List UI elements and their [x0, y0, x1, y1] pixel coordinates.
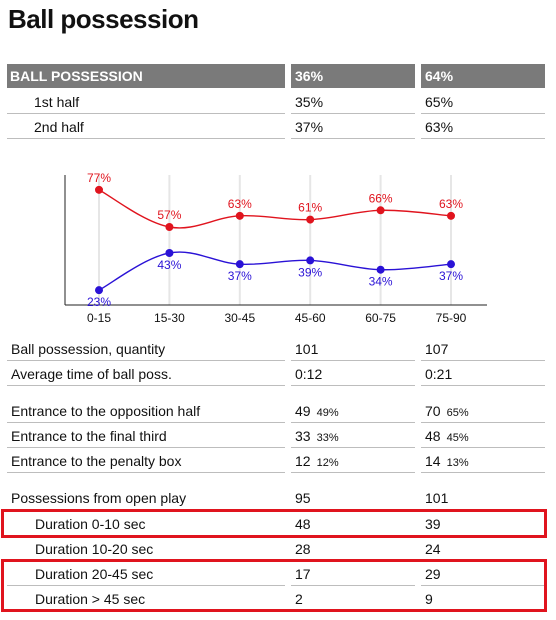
- team1-value: 101: [291, 337, 415, 361]
- x-tick-label: 45-60: [295, 311, 326, 325]
- row-label: Possessions from open play: [7, 486, 285, 510]
- team2-value: 29: [421, 562, 545, 586]
- data-label: 43%: [157, 258, 181, 272]
- percent: 33%: [316, 432, 339, 444]
- header-label: BALL POSSESSION: [7, 64, 285, 88]
- percent: 49%: [316, 407, 339, 419]
- team1-value: 95: [291, 486, 415, 510]
- percent: 13%: [446, 457, 469, 469]
- percent: 65%: [446, 407, 469, 419]
- row-label: Duration 20-45 sec: [7, 562, 285, 586]
- data-point: [306, 256, 315, 265]
- header-team1: 36%: [291, 64, 415, 88]
- team1-value: 17: [291, 562, 415, 586]
- table-row: Entrance to the final third 33 33% 48 45%: [0, 424, 556, 448]
- table-row: 1st half 35% 65%: [0, 90, 556, 114]
- series-line: [98, 251, 452, 291]
- data-label: 77%: [87, 171, 111, 185]
- row-label: 1st half: [7, 90, 285, 114]
- table-row: Entrance to the opposition half 49 49% 70…: [0, 399, 556, 423]
- team1-value: 37%: [291, 115, 415, 139]
- data-label: 37%: [439, 269, 463, 283]
- table-row: Entrance to the penalty box 12 12% 14 13%: [0, 449, 556, 473]
- team2-value: 65%: [421, 90, 545, 114]
- count: 33: [295, 428, 311, 444]
- series-line: [98, 189, 452, 229]
- data-label: 66%: [369, 191, 393, 205]
- row-label: 2nd half: [7, 115, 285, 139]
- data-point: [95, 286, 103, 295]
- table-row: Possessions from open play 95 101: [0, 486, 556, 510]
- table-row: Average time of ball poss. 0:12 0:21: [0, 362, 556, 386]
- table-row: Duration 10-20 sec 28 24: [0, 537, 556, 561]
- data-point: [447, 260, 455, 269]
- team2-value: 14 13%: [421, 449, 545, 473]
- team1-value: 35%: [291, 90, 415, 114]
- table-row: 2nd half 37% 63%: [0, 115, 556, 139]
- team2-value: 24: [421, 537, 545, 561]
- team2-value: 63%: [421, 115, 545, 139]
- team1-value: 28: [291, 537, 415, 561]
- team1-value: 49 49%: [291, 399, 415, 423]
- data-point: [376, 206, 385, 215]
- possession-chart: 77% 57% 63% 61% 66% 63% 23% 43% 37% 39% 34% 37% 0-1…: [64, 171, 487, 325]
- data-point: [447, 211, 455, 220]
- row-label: Duration 10-20 sec: [7, 537, 285, 561]
- count: 14: [425, 453, 441, 469]
- team1-value: 12 12%: [291, 449, 415, 473]
- data-point: [376, 265, 385, 274]
- data-label: 23%: [87, 295, 111, 309]
- data-point: [235, 260, 244, 269]
- x-tick-label: 75-90: [436, 311, 467, 325]
- data-label: 34%: [369, 275, 393, 289]
- data-label: 37%: [228, 269, 252, 283]
- data-point: [95, 185, 103, 194]
- percent: 45%: [446, 432, 469, 444]
- page-title: Ball possession: [8, 4, 199, 34]
- count: 48: [425, 428, 441, 444]
- count: 49: [295, 403, 311, 419]
- x-tick-label: 15-30: [154, 311, 185, 325]
- table-row: Duration 20-45 sec 17 29: [0, 562, 556, 586]
- data-label: 63%: [439, 197, 463, 211]
- team1-value: 33 33%: [291, 424, 415, 448]
- team2-value: 0:21: [421, 362, 545, 386]
- data-point: [235, 211, 244, 220]
- highlight-box-short-duration: [1, 509, 547, 538]
- x-tick-label: 30-45: [224, 311, 255, 325]
- data-label: 57%: [157, 208, 181, 222]
- x-tick-label: 0-15: [87, 311, 111, 325]
- data-label: 61%: [298, 201, 322, 215]
- team1-value: 0:12: [291, 362, 415, 386]
- percent: 12%: [316, 457, 339, 469]
- row-label: Average time of ball poss.: [7, 362, 285, 386]
- data-point: [165, 249, 174, 257]
- highlight-box-long-duration: [1, 559, 547, 612]
- table-row: Ball possession, quantity 101 107: [0, 337, 556, 361]
- team2-value: 48 45%: [421, 424, 545, 448]
- data-point: [306, 215, 315, 224]
- row-label: Entrance to the opposition half: [7, 399, 285, 423]
- row-label: Entrance to the final third: [7, 424, 285, 448]
- x-tick-label: 60-75: [365, 311, 396, 325]
- data-point: [165, 223, 174, 231]
- team2-value: 101: [421, 486, 545, 510]
- possession-header-row: BALL POSSESSION 36% 64%: [0, 64, 556, 88]
- data-label: 63%: [228, 197, 252, 211]
- team2-value: 70 65%: [421, 399, 545, 423]
- header-team2: 64%: [421, 64, 545, 88]
- count: 70: [425, 403, 441, 419]
- count: 12: [295, 453, 311, 469]
- data-label: 39%: [298, 265, 322, 279]
- row-label: Ball possession, quantity: [7, 337, 285, 361]
- team2-value: 107: [421, 337, 545, 361]
- row-label: Entrance to the penalty box: [7, 449, 285, 473]
